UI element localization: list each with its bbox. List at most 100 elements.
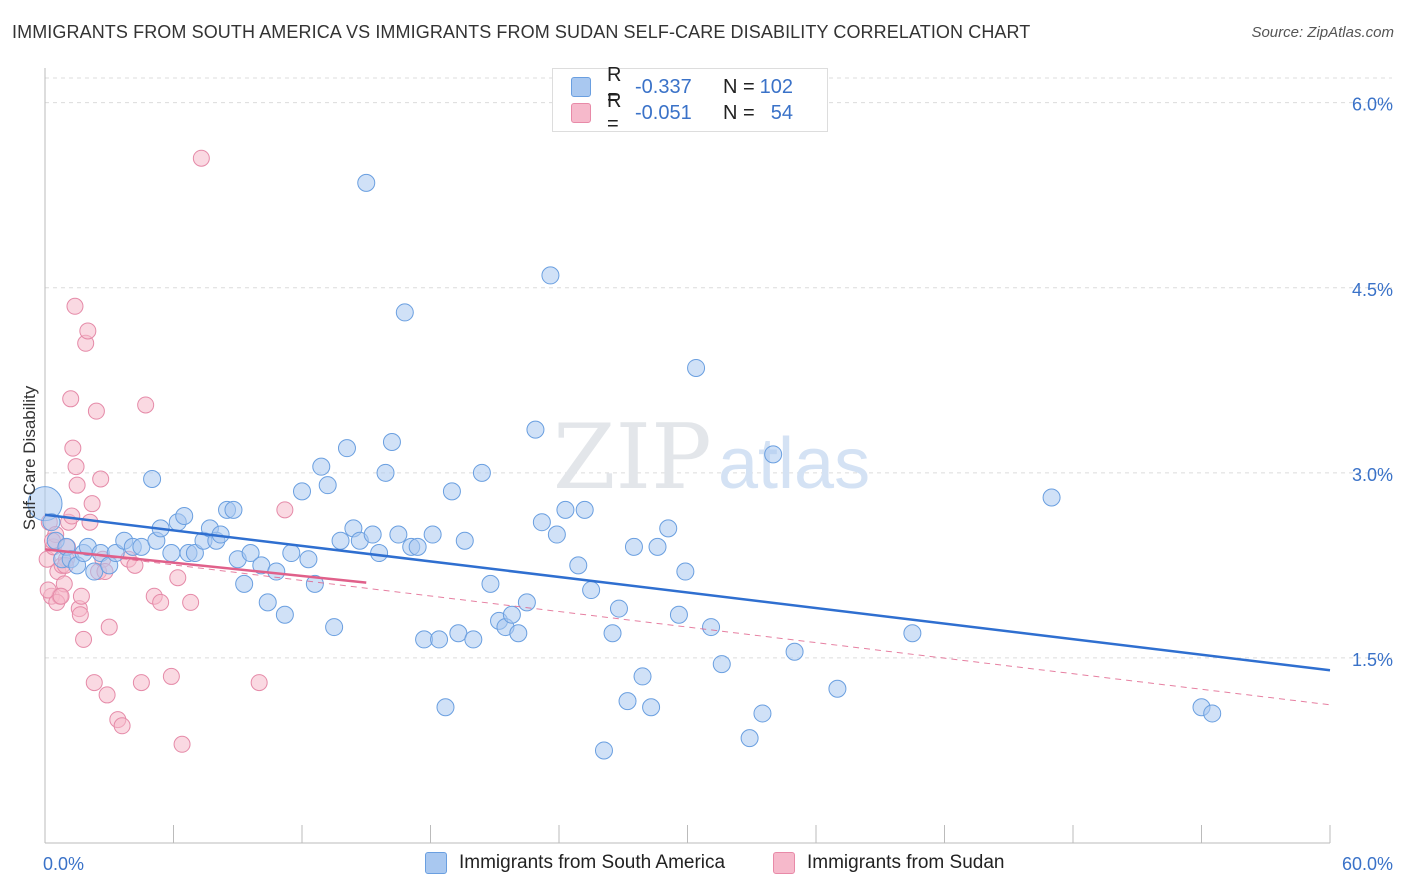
south-america-point xyxy=(389,525,408,544)
south-america-point xyxy=(556,500,575,519)
south-america-point xyxy=(648,537,667,556)
sudan-legend-label: Immigrants from Sudan xyxy=(807,852,1005,873)
chart-title: IMMIGRANTS FROM SOUTH AMERICA VS IMMIGRA… xyxy=(12,22,1031,42)
sudan-point xyxy=(173,735,191,753)
sudan-point xyxy=(126,556,144,574)
y-tick-label: 3.0% xyxy=(1352,465,1393,485)
n-value: 54 xyxy=(770,101,793,124)
stats-row-south-america: R = -0.337 N = 102 xyxy=(571,64,793,109)
south-america-legend-label: Immigrants from South America xyxy=(459,852,726,873)
south-america-point xyxy=(175,507,194,526)
south-america-point xyxy=(687,358,706,377)
south-america-point xyxy=(224,500,243,519)
sudan-point xyxy=(152,593,170,611)
sudan-points xyxy=(38,149,294,753)
south-america-swatch xyxy=(571,77,591,97)
sudan-point xyxy=(276,501,294,519)
south-america-point xyxy=(828,679,847,698)
south-america-point xyxy=(603,624,622,643)
south-america-points xyxy=(27,173,1222,760)
south-america-point xyxy=(143,470,162,489)
r-value: -0.337 xyxy=(635,75,692,98)
south-america-point xyxy=(132,537,151,556)
r-value: -0.051 xyxy=(635,101,692,124)
axes xyxy=(44,68,1331,844)
sudan-point xyxy=(192,149,210,167)
sudan-point xyxy=(68,476,86,494)
sudan-point xyxy=(87,402,105,420)
south-america-point xyxy=(526,420,545,439)
south-america-point xyxy=(618,692,637,711)
south-america-point xyxy=(509,624,528,643)
south-america-point xyxy=(753,704,772,723)
source-label: Source: ZipAtlas.com xyxy=(1251,24,1394,41)
south-america-point xyxy=(532,513,551,532)
south-america-point xyxy=(331,531,350,550)
watermark-atlas: atlas xyxy=(718,424,870,504)
south-america-point xyxy=(676,562,695,581)
south-america-point xyxy=(258,593,277,612)
sudan-point xyxy=(52,587,70,605)
south-america-point xyxy=(642,698,661,717)
sudan-point xyxy=(100,618,118,636)
south-america-point xyxy=(582,581,601,600)
south-america-point xyxy=(312,457,331,476)
y-tick-label: 1.5% xyxy=(1352,650,1393,670)
south-america-point xyxy=(702,618,721,637)
south-america-point xyxy=(442,482,461,501)
legend-item-sudan[interactable]: Immigrants from Sudan xyxy=(773,852,1004,874)
south-america-point xyxy=(436,698,455,717)
south-america-point xyxy=(376,463,395,482)
sudan-point xyxy=(250,674,268,692)
south-america-point xyxy=(764,445,783,464)
sudan-point xyxy=(66,297,84,315)
south-america-point xyxy=(609,599,628,618)
sudan-point xyxy=(182,593,200,611)
south-america-point xyxy=(903,624,922,643)
x-tick-label: 0.0% xyxy=(43,854,84,874)
y-tick-label: 6.0% xyxy=(1352,95,1393,115)
sudan-point xyxy=(63,507,81,525)
south-america-legend-swatch xyxy=(425,852,447,874)
south-america-point xyxy=(363,525,382,544)
south-america-point xyxy=(785,642,804,661)
legend-item-south-america[interactable]: Immigrants from South America xyxy=(425,852,725,874)
south-america-point xyxy=(85,562,104,581)
stats-legend: R = -0.337 N = 102 R = -0.051 N = 54 xyxy=(552,64,828,135)
south-america-point xyxy=(305,574,324,593)
sudan-trend-line xyxy=(44,548,367,584)
sudan-legend-swatch xyxy=(773,852,795,874)
sudan-point xyxy=(98,686,116,704)
sudan-point xyxy=(64,439,82,457)
sudan-point xyxy=(81,513,99,531)
south-america-point xyxy=(740,729,759,748)
south-america-point xyxy=(659,519,678,538)
south-america-point xyxy=(325,618,344,637)
south-america-point xyxy=(1042,488,1061,507)
south-america-point xyxy=(547,525,566,544)
south-america-point xyxy=(1203,704,1222,723)
south-america-point xyxy=(337,439,356,458)
sudan-swatch xyxy=(571,103,591,123)
south-america-point xyxy=(408,537,427,556)
sudan-point xyxy=(85,674,103,692)
south-america-point xyxy=(235,574,254,593)
south-america-point xyxy=(575,500,594,519)
watermark-zip: ZIP xyxy=(553,405,712,510)
sudan-point xyxy=(75,630,93,648)
south-america-point xyxy=(594,741,613,760)
south-america-point xyxy=(42,513,61,532)
sudan-point xyxy=(162,667,180,685)
x-tick-label: 60.0% xyxy=(1342,854,1393,874)
south-america-point xyxy=(357,173,376,192)
south-america-point xyxy=(541,266,560,285)
south-america-point xyxy=(395,303,414,322)
south-america-point xyxy=(517,593,536,612)
south-america-point xyxy=(423,525,442,544)
south-america-point xyxy=(712,655,731,674)
r-label: R = xyxy=(607,64,622,109)
south-america-point xyxy=(318,476,337,495)
south-america-point xyxy=(502,605,521,624)
r-label: R = xyxy=(607,90,622,135)
south-america-point xyxy=(370,544,389,563)
